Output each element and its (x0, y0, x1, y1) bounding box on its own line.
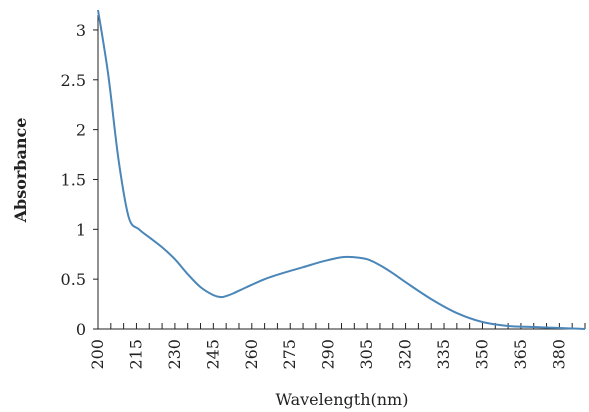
x-tick-label: 230 (165, 339, 184, 370)
x-tick-label: 335 (434, 339, 453, 370)
y-tick-label: 0.5 (61, 270, 86, 289)
x-tick-label: 305 (357, 339, 376, 370)
y-axis-title: Absorbance (11, 118, 30, 224)
x-axis-title: Wavelength(nm) (276, 390, 409, 409)
y-tick-label: 1 (76, 220, 86, 239)
y-tick-label: 2.5 (61, 71, 86, 90)
y-tick-label: 1.5 (61, 170, 86, 189)
x-tick-label: 245 (203, 339, 222, 370)
y-tick-label: 3 (76, 21, 86, 40)
x-tick-label: 320 (396, 339, 415, 370)
x-tick-label: 200 (88, 339, 107, 370)
y-tick-label: 0 (76, 320, 86, 339)
x-tick-label: 260 (242, 339, 261, 370)
x-tick-label: 290 (319, 339, 338, 370)
x-tick-label: 275 (280, 339, 299, 370)
x-tick-label: 350 (472, 339, 491, 370)
plot-area: 200 215 230 245 260 275 290 305 320 335 350 365 3800… (61, 9, 586, 370)
x-tick-label: 380 (549, 339, 568, 370)
x-tick-label: 215 (126, 339, 145, 370)
x-tick-label: 365 (511, 339, 530, 370)
y-tick-label: 2 (76, 121, 86, 140)
series-line-0 (97, 9, 586, 330)
